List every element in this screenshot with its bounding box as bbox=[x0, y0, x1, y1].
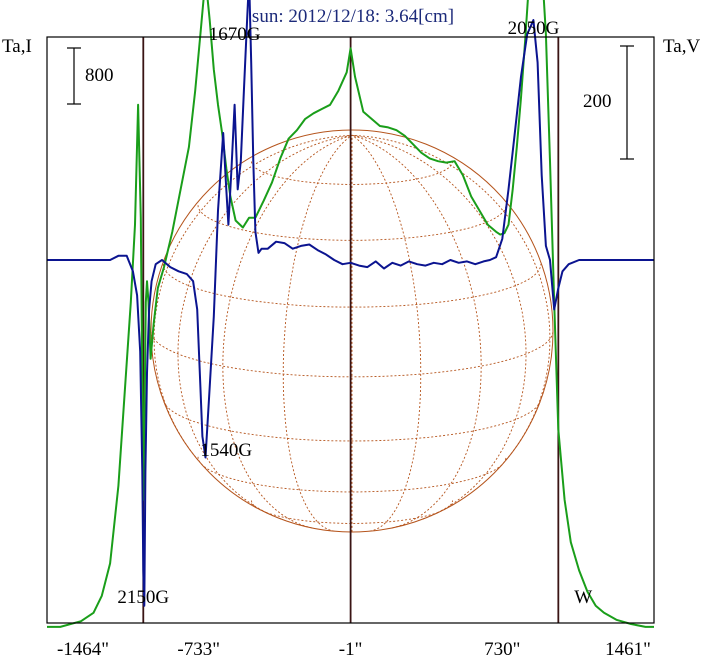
solar-disk-grid bbox=[150, 129, 554, 533]
x-tick-label: -1" bbox=[339, 639, 363, 660]
stokes-v-curve bbox=[47, 0, 654, 607]
longitude-line bbox=[351, 134, 422, 532]
chart-title: sun: 2012/12/18: 3.64[cm] bbox=[252, 6, 454, 27]
x-tick-label: -1464" bbox=[57, 639, 109, 660]
left-axis-label: Ta,I bbox=[2, 36, 32, 57]
longitude-line bbox=[351, 134, 527, 520]
latitude-line bbox=[251, 500, 453, 524]
x-axis-ticks: -1464" -733" -1" 730" 1461" bbox=[57, 639, 651, 660]
right-axis-label: Ta,V bbox=[663, 36, 700, 57]
plot-frame bbox=[46, 36, 655, 624]
annotation-label: 1540G bbox=[200, 440, 252, 461]
x-tick-label: 730" bbox=[484, 639, 520, 660]
series-layer bbox=[47, 0, 654, 628]
right-scale-bar-label: 200 bbox=[583, 91, 612, 112]
latitude-line bbox=[150, 330, 554, 378]
stokes-i-curve bbox=[47, 0, 654, 628]
left-scale-bar bbox=[67, 47, 81, 105]
longitude-line bbox=[351, 134, 482, 529]
longitude-line bbox=[222, 134, 353, 529]
annotation-label: 2150G bbox=[117, 587, 169, 608]
x-tick-label: 1461" bbox=[605, 639, 651, 660]
annotation-label: 2050G bbox=[508, 18, 560, 39]
vertical-markers bbox=[142, 37, 560, 623]
latitude-line bbox=[197, 205, 507, 241]
longitude-line bbox=[153, 134, 353, 461]
annotations: 1880G1670G2050G1540G2150GW bbox=[117, 18, 592, 608]
latitude-line bbox=[251, 161, 453, 185]
left-scale-bar-label: 800 bbox=[85, 65, 114, 86]
annotation-label: W bbox=[574, 587, 592, 608]
longitude-line bbox=[282, 134, 353, 532]
right-scale-bar bbox=[620, 45, 634, 160]
x-tick-label: -733" bbox=[177, 639, 220, 660]
longitude-line bbox=[177, 134, 353, 520]
annotation-label: 1670G bbox=[209, 24, 261, 45]
longitude-line bbox=[351, 134, 551, 461]
latitude-line bbox=[162, 397, 542, 442]
